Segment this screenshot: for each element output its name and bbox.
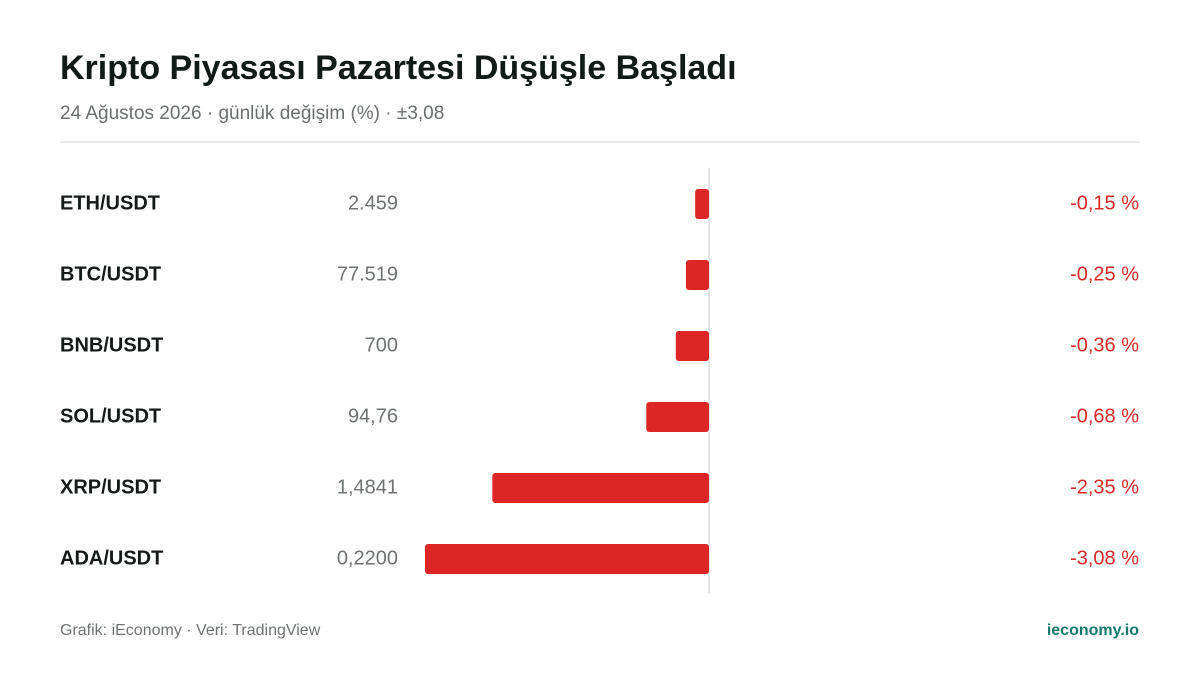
chart-subtitle: 24 Ağustos 2026 · günlük değişim (%) · ±…: [60, 103, 444, 124]
bar: [492, 473, 709, 503]
bar: [695, 189, 709, 219]
category-label: ETH/USDT: [60, 192, 160, 214]
value-label: -0,15 %: [1070, 192, 1139, 214]
value-label: -0,68 %: [1070, 405, 1139, 427]
value-label: -2,35 %: [1070, 476, 1139, 498]
value-label: -3,08 %: [1070, 547, 1139, 569]
value-label: -0,36 %: [1070, 334, 1139, 356]
category-label: XRP/USDT: [60, 476, 161, 498]
price-label: 700: [365, 334, 398, 356]
source-note: Grafik: iEconomy · Veri: TradingView: [60, 622, 321, 639]
price-label: 1,4841: [337, 476, 398, 498]
value-label: -0,25 %: [1070, 263, 1139, 285]
bar: [685, 260, 709, 290]
category-label: SOL/USDT: [60, 405, 161, 427]
price-label: 2.459: [348, 192, 398, 214]
category-label: BNB/USDT: [60, 334, 163, 356]
price-label: 0,2200: [337, 547, 398, 569]
brand: ieconomy.io: [1047, 622, 1139, 639]
category-label: BTC/USDT: [60, 263, 161, 285]
category-label: ADA/USDT: [60, 547, 163, 569]
price-label: 94,76: [348, 405, 398, 427]
bar: [646, 402, 709, 432]
price-label: 77.519: [337, 263, 398, 285]
bar: [675, 331, 709, 361]
bar: [425, 544, 709, 574]
chart-title: Kripto Piyasası Pazartesi Düşüşle Başlad…: [60, 49, 737, 87]
